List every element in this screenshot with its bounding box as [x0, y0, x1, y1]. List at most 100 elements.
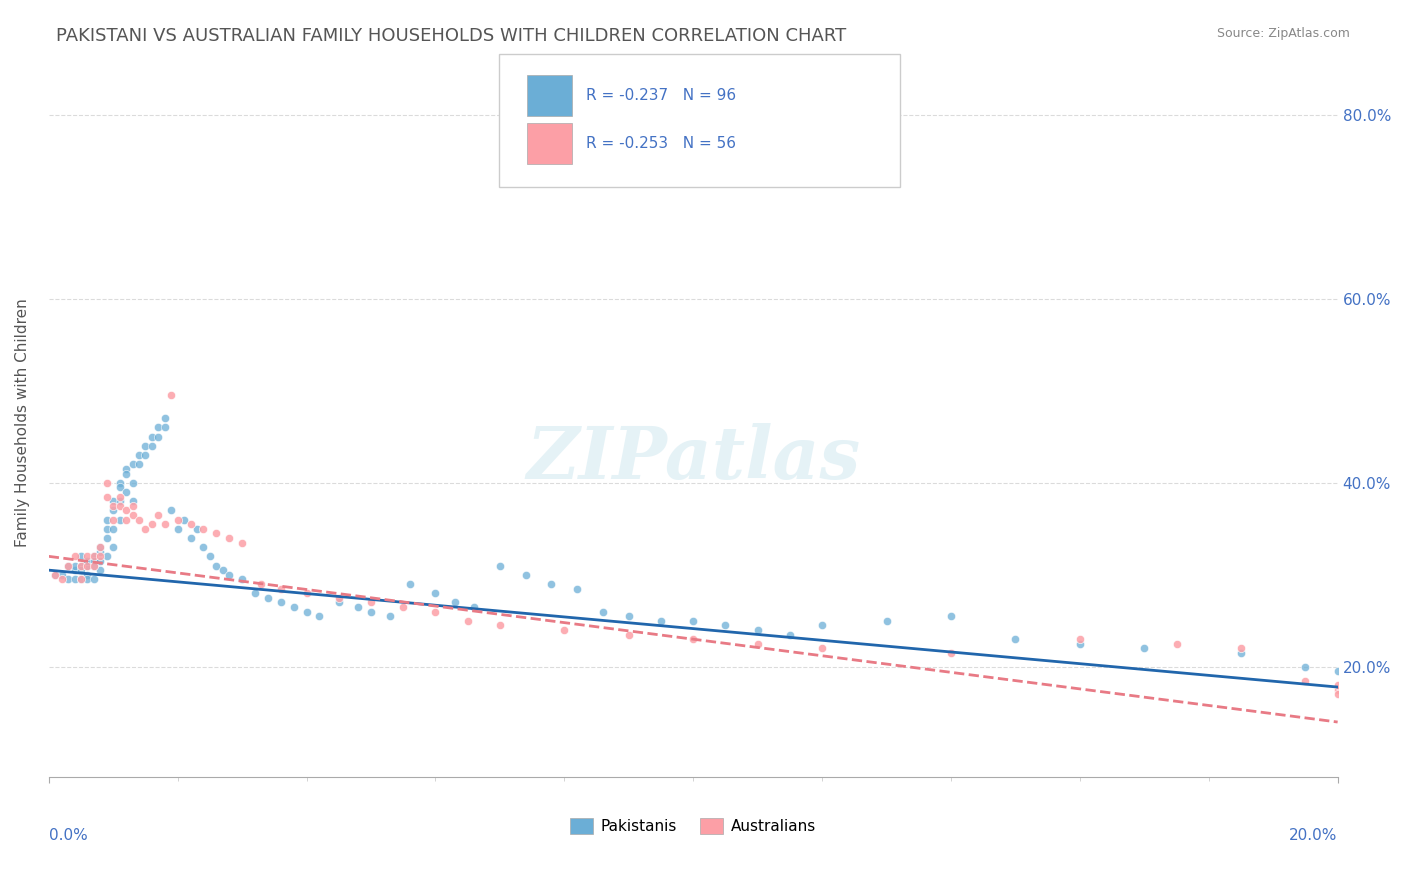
Australians: [205, 526, 228, 541]
Text: R = -0.237   N = 96: R = -0.237 N = 96: [586, 88, 737, 103]
Australians: [457, 614, 479, 628]
Pakistanis: [1004, 632, 1026, 647]
Pakistanis: [779, 627, 801, 641]
Australians: [1326, 678, 1348, 692]
Pakistanis: [198, 549, 221, 564]
Pakistanis: [231, 573, 253, 587]
Pakistanis: [1133, 641, 1156, 656]
Australians: [96, 490, 118, 504]
Pakistanis: [89, 545, 111, 559]
Pakistanis: [70, 549, 93, 564]
Australians: [1069, 632, 1091, 647]
Pakistanis: [443, 595, 465, 609]
Pakistanis: [148, 430, 170, 444]
Australians: [76, 558, 98, 573]
Australians: [70, 558, 93, 573]
Pakistanis: [592, 605, 614, 619]
Pakistanis: [83, 549, 105, 564]
Australians: [295, 586, 318, 600]
Pakistanis: [96, 522, 118, 536]
Pakistanis: [270, 595, 292, 609]
Australians: [193, 522, 215, 536]
Australians: [811, 641, 834, 656]
Australians: [89, 549, 111, 564]
Australians: [270, 582, 292, 596]
Pakistanis: [180, 531, 202, 545]
Australians: [747, 637, 769, 651]
Text: 20.0%: 20.0%: [1289, 828, 1337, 843]
Pakistanis: [70, 563, 93, 577]
Pakistanis: [160, 503, 183, 517]
Pakistanis: [295, 605, 318, 619]
Pakistanis: [186, 522, 208, 536]
Pakistanis: [76, 558, 98, 573]
Australians: [121, 508, 143, 522]
Pakistanis: [747, 623, 769, 637]
Australians: [1326, 687, 1348, 701]
Australians: [141, 517, 163, 532]
Pakistanis: [134, 439, 156, 453]
Australians: [1294, 673, 1316, 688]
Pakistanis: [63, 573, 86, 587]
Text: PAKISTANI VS AUSTRALIAN FAMILY HOUSEHOLDS WITH CHILDREN CORRELATION CHART: PAKISTANI VS AUSTRALIAN FAMILY HOUSEHOLD…: [56, 27, 846, 45]
Australians: [96, 475, 118, 490]
Pakistanis: [360, 605, 382, 619]
Pakistanis: [76, 567, 98, 582]
Pakistanis: [1069, 637, 1091, 651]
Pakistanis: [205, 558, 228, 573]
Pakistanis: [128, 448, 150, 462]
Pakistanis: [257, 591, 280, 605]
Pakistanis: [115, 484, 138, 499]
Pakistanis: [1294, 660, 1316, 674]
Australians: [682, 632, 704, 647]
Australians: [1166, 637, 1188, 651]
Pakistanis: [398, 577, 420, 591]
Pakistanis: [211, 563, 233, 577]
Australians: [250, 577, 273, 591]
Pakistanis: [650, 614, 672, 628]
Pakistanis: [128, 458, 150, 472]
Pakistanis: [193, 540, 215, 554]
Pakistanis: [56, 558, 79, 573]
Pakistanis: [83, 554, 105, 568]
Pakistanis: [108, 480, 131, 494]
Pakistanis: [108, 494, 131, 508]
Australians: [148, 508, 170, 522]
Australians: [63, 549, 86, 564]
Pakistanis: [83, 558, 105, 573]
Australians: [128, 512, 150, 526]
Pakistanis: [56, 573, 79, 587]
Pakistanis: [121, 475, 143, 490]
Pakistanis: [108, 512, 131, 526]
Pakistanis: [103, 540, 125, 554]
Australians: [70, 573, 93, 587]
Text: 0.0%: 0.0%: [49, 828, 87, 843]
Australians: [425, 605, 447, 619]
Pakistanis: [63, 558, 86, 573]
Pakistanis: [347, 599, 370, 614]
Australians: [115, 503, 138, 517]
Pakistanis: [44, 567, 66, 582]
Pakistanis: [463, 599, 485, 614]
Australians: [553, 623, 575, 637]
Australians: [115, 512, 138, 526]
Pakistanis: [1326, 665, 1348, 679]
Pakistanis: [148, 420, 170, 434]
Pakistanis: [103, 494, 125, 508]
Pakistanis: [96, 549, 118, 564]
Pakistanis: [89, 554, 111, 568]
Pakistanis: [283, 599, 305, 614]
Australians: [180, 517, 202, 532]
Australians: [328, 591, 350, 605]
Pakistanis: [617, 609, 640, 624]
Pakistanis: [166, 522, 188, 536]
Pakistanis: [876, 614, 898, 628]
Australians: [489, 618, 512, 632]
Australians: [1326, 682, 1348, 697]
Australians: [392, 599, 415, 614]
Pakistanis: [96, 531, 118, 545]
Australians: [103, 499, 125, 513]
Australians: [121, 499, 143, 513]
Australians: [51, 573, 73, 587]
Pakistanis: [218, 567, 240, 582]
